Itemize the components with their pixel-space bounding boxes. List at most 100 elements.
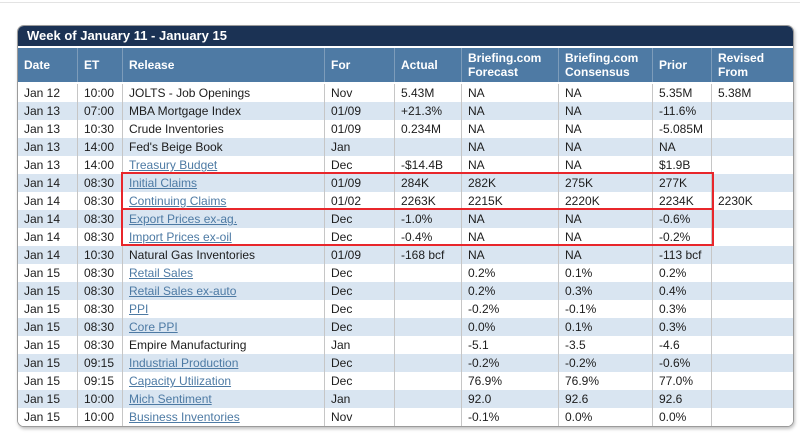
table-row: Jan 14 08:30 Import Prices ex-oil Dec -0…	[18, 228, 793, 246]
cell-revised: 5.38M	[718, 86, 752, 100]
table-row: Jan 12 10:00 JOLTS - Job Openings Nov 5.…	[18, 84, 793, 102]
cell-forecast: NA	[462, 246, 559, 264]
release-link[interactable]: Initial Claims	[129, 176, 198, 190]
cell-prior: 0.4%	[653, 282, 712, 300]
cell-for: 01/09	[325, 246, 395, 264]
release-label: Crude Inventories	[129, 122, 224, 136]
table-row: Jan 13 07:00 MBA Mortgage Index 01/09 +2…	[18, 102, 793, 120]
cell-for: Nov	[325, 408, 395, 426]
release-link[interactable]: Retail Sales ex-auto	[129, 284, 237, 298]
cell-date: Jan 14	[18, 174, 78, 192]
cell-for: Dec	[325, 372, 395, 390]
cell-date: Jan 13	[18, 120, 78, 138]
cell-prior: 77.0%	[653, 372, 712, 390]
release-link[interactable]: Core PPI	[129, 320, 178, 334]
cell-release: Fed's Beige Book	[123, 138, 325, 156]
cell-forecast: -0.1%	[462, 408, 559, 426]
cell-actual	[395, 390, 462, 408]
cell-actual: 0.234M	[395, 120, 462, 138]
cell-date: Jan 14	[18, 228, 78, 246]
table-row: Jan 15 09:15 Industrial Production Dec -…	[18, 354, 793, 372]
cell-date: Jan 14	[18, 246, 78, 264]
release-link[interactable]: Treasury Budget	[129, 158, 218, 172]
title-divider	[18, 46, 793, 48]
cell-release: Natural Gas Inventories	[123, 246, 325, 264]
cell-release: Core PPI	[123, 318, 325, 336]
table-row: Jan 14 08:30 Initial Claims 01/09 284K 2…	[18, 174, 793, 192]
cell-date: Jan 15	[18, 390, 78, 408]
table-body: Jan 12 10:00 JOLTS - Job Openings Nov 5.…	[18, 84, 793, 426]
cell-release: Mich Sentiment	[123, 390, 325, 408]
cell-consensus: -0.2%	[559, 354, 653, 372]
cell-actual	[395, 354, 462, 372]
cell-revised	[712, 228, 791, 246]
cell-revised	[712, 174, 791, 192]
cell-consensus: NA	[559, 246, 653, 264]
cell-et: 10:00	[78, 84, 123, 102]
cell-revised	[712, 102, 791, 120]
cell-release: Export Prices ex-ag.	[123, 210, 325, 228]
cell-et: 08:30	[78, 282, 123, 300]
cell-revised	[712, 354, 791, 372]
cell-actual	[395, 372, 462, 390]
cell-date: Jan 15	[18, 318, 78, 336]
release-link[interactable]: Capacity Utilization	[129, 374, 232, 388]
cell-et: 08:30	[78, 210, 123, 228]
release-link[interactable]: Mich Sentiment	[129, 392, 212, 406]
cell-et: 08:30	[78, 192, 123, 210]
cell-release: Continuing Claims	[123, 192, 325, 210]
cell-release: Business Inventories	[123, 408, 325, 426]
cell-prior: 0.3%	[653, 318, 712, 336]
cell-date: Jan 14	[18, 210, 78, 228]
table-row: Jan 13 14:00 Fed's Beige Book Jan NA NA …	[18, 138, 793, 156]
table-row: Jan 13 14:00 Treasury Budget Dec -$14.4B…	[18, 156, 793, 174]
cell-forecast: NA	[462, 102, 559, 120]
table-row: Jan 13 10:30 Crude Inventories 01/09 0.2…	[18, 120, 793, 138]
release-link[interactable]: Business Inventories	[129, 410, 240, 424]
release-link[interactable]: Export Prices ex-ag.	[129, 212, 238, 226]
cell-prior: $1.9B	[653, 156, 712, 174]
release-link[interactable]: Import Prices ex-oil	[129, 230, 232, 244]
cell-forecast: -0.2%	[462, 300, 559, 318]
table-row: Jan 14 10:30 Natural Gas Inventories 01/…	[18, 246, 793, 264]
cell-forecast: 76.9%	[462, 372, 559, 390]
cell-actual: -1.0%	[395, 210, 462, 228]
release-link[interactable]: PPI	[129, 302, 149, 316]
cell-actual: +21.3%	[395, 102, 462, 120]
cell-prior: 5.35M	[653, 84, 712, 102]
col-header-et: ET	[78, 48, 123, 82]
cell-consensus: 92.6	[559, 390, 653, 408]
cell-date: Jan 13	[18, 102, 78, 120]
release-link[interactable]: Continuing Claims	[129, 194, 227, 208]
cell-et: 08:30	[78, 174, 123, 192]
cell-revised: 2230K	[718, 194, 753, 208]
release-link[interactable]: Retail Sales	[129, 266, 194, 280]
cell-revised	[712, 372, 791, 390]
cell-revised	[712, 282, 791, 300]
cell-consensus: 0.1%	[559, 318, 653, 336]
cell-et: 08:30	[78, 228, 123, 246]
table-row: Jan 15 08:30 Empire Manufacturing Jan -5…	[18, 336, 793, 354]
cell-prior: 92.6	[653, 390, 712, 408]
cell-forecast: 0.2%	[462, 264, 559, 282]
cell-et: 10:30	[78, 246, 123, 264]
cell-release: PPI	[123, 300, 325, 318]
cell-et: 10:00	[78, 390, 123, 408]
cell-for: Dec	[325, 282, 395, 300]
release-link[interactable]: Industrial Production	[129, 356, 239, 370]
cell-et: 08:30	[78, 264, 123, 282]
cell-revised	[712, 318, 791, 336]
cell-forecast: 0.2%	[462, 282, 559, 300]
cell-prior: -113 bcf	[653, 246, 712, 264]
cell-consensus: NA	[559, 210, 653, 228]
cell-consensus: NA	[559, 102, 653, 120]
cell-actual: 2263K	[395, 192, 462, 210]
top-divider	[0, 2, 800, 3]
cell-et: 07:00	[78, 102, 123, 120]
cell-prior: NA	[653, 138, 712, 156]
cell-for: 01/09	[325, 102, 395, 120]
cell-et: 08:30	[78, 336, 123, 354]
table-row: Jan 15 08:30 Retail Sales ex-auto Dec 0.…	[18, 282, 793, 300]
cell-forecast: -0.2%	[462, 354, 559, 372]
